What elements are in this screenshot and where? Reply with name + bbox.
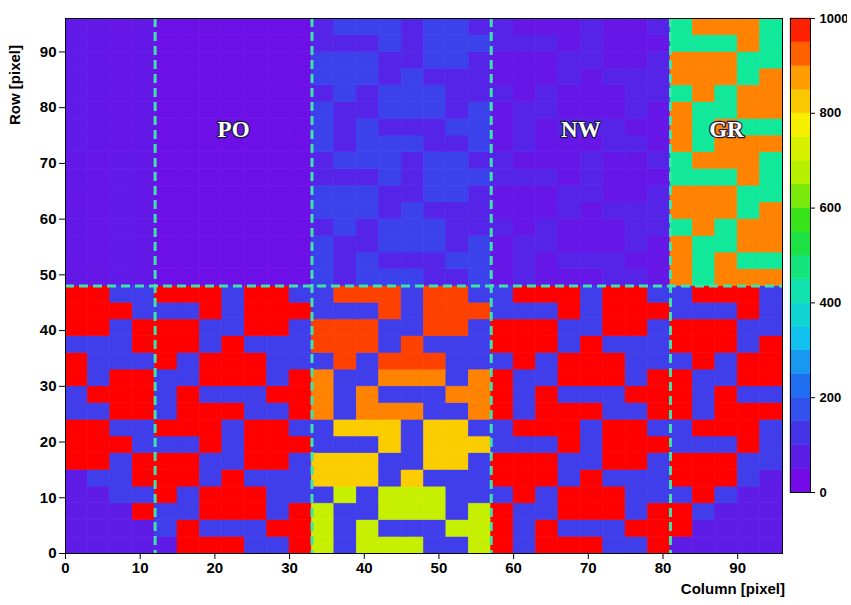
svg-text:200: 200 <box>820 390 842 405</box>
svg-text:0: 0 <box>61 559 69 576</box>
html-text:Row [pixel]: Row [pixel] <box>6 45 23 125</box>
svg-text:60: 60 <box>40 210 57 227</box>
svg-text:80: 80 <box>40 98 57 115</box>
svg-text:60: 60 <box>505 559 522 576</box>
svg-text:90: 90 <box>40 43 57 60</box>
svg-text:NW: NW <box>561 117 601 142</box>
svg-text:70: 70 <box>40 154 57 171</box>
svg-text:30: 30 <box>40 377 57 394</box>
svg-text:400: 400 <box>820 295 842 310</box>
svg-text:0: 0 <box>48 544 56 561</box>
svg-text:30: 30 <box>281 559 298 576</box>
svg-text:80: 80 <box>655 559 672 576</box>
svg-text:50: 50 <box>431 559 448 576</box>
svg-text:90: 90 <box>729 559 746 576</box>
svg-text:20: 20 <box>40 433 57 450</box>
svg-text:PO: PO <box>218 117 250 142</box>
svg-text:GR: GR <box>709 117 744 142</box>
svg-text:40: 40 <box>40 321 57 338</box>
svg-text:10: 10 <box>40 489 57 506</box>
svg-text:20: 20 <box>207 559 224 576</box>
svg-text:800: 800 <box>820 105 842 120</box>
svg-text:1000: 1000 <box>820 11 848 26</box>
svg-text:70: 70 <box>580 559 597 576</box>
html-text:Column [pixel]: Column [pixel] <box>680 580 785 597</box>
svg-text:50: 50 <box>40 266 57 283</box>
svg-text:40: 40 <box>356 559 373 576</box>
svg-text:0: 0 <box>820 485 827 500</box>
svg-text:10: 10 <box>132 559 149 576</box>
svg-text:600: 600 <box>820 200 842 215</box>
